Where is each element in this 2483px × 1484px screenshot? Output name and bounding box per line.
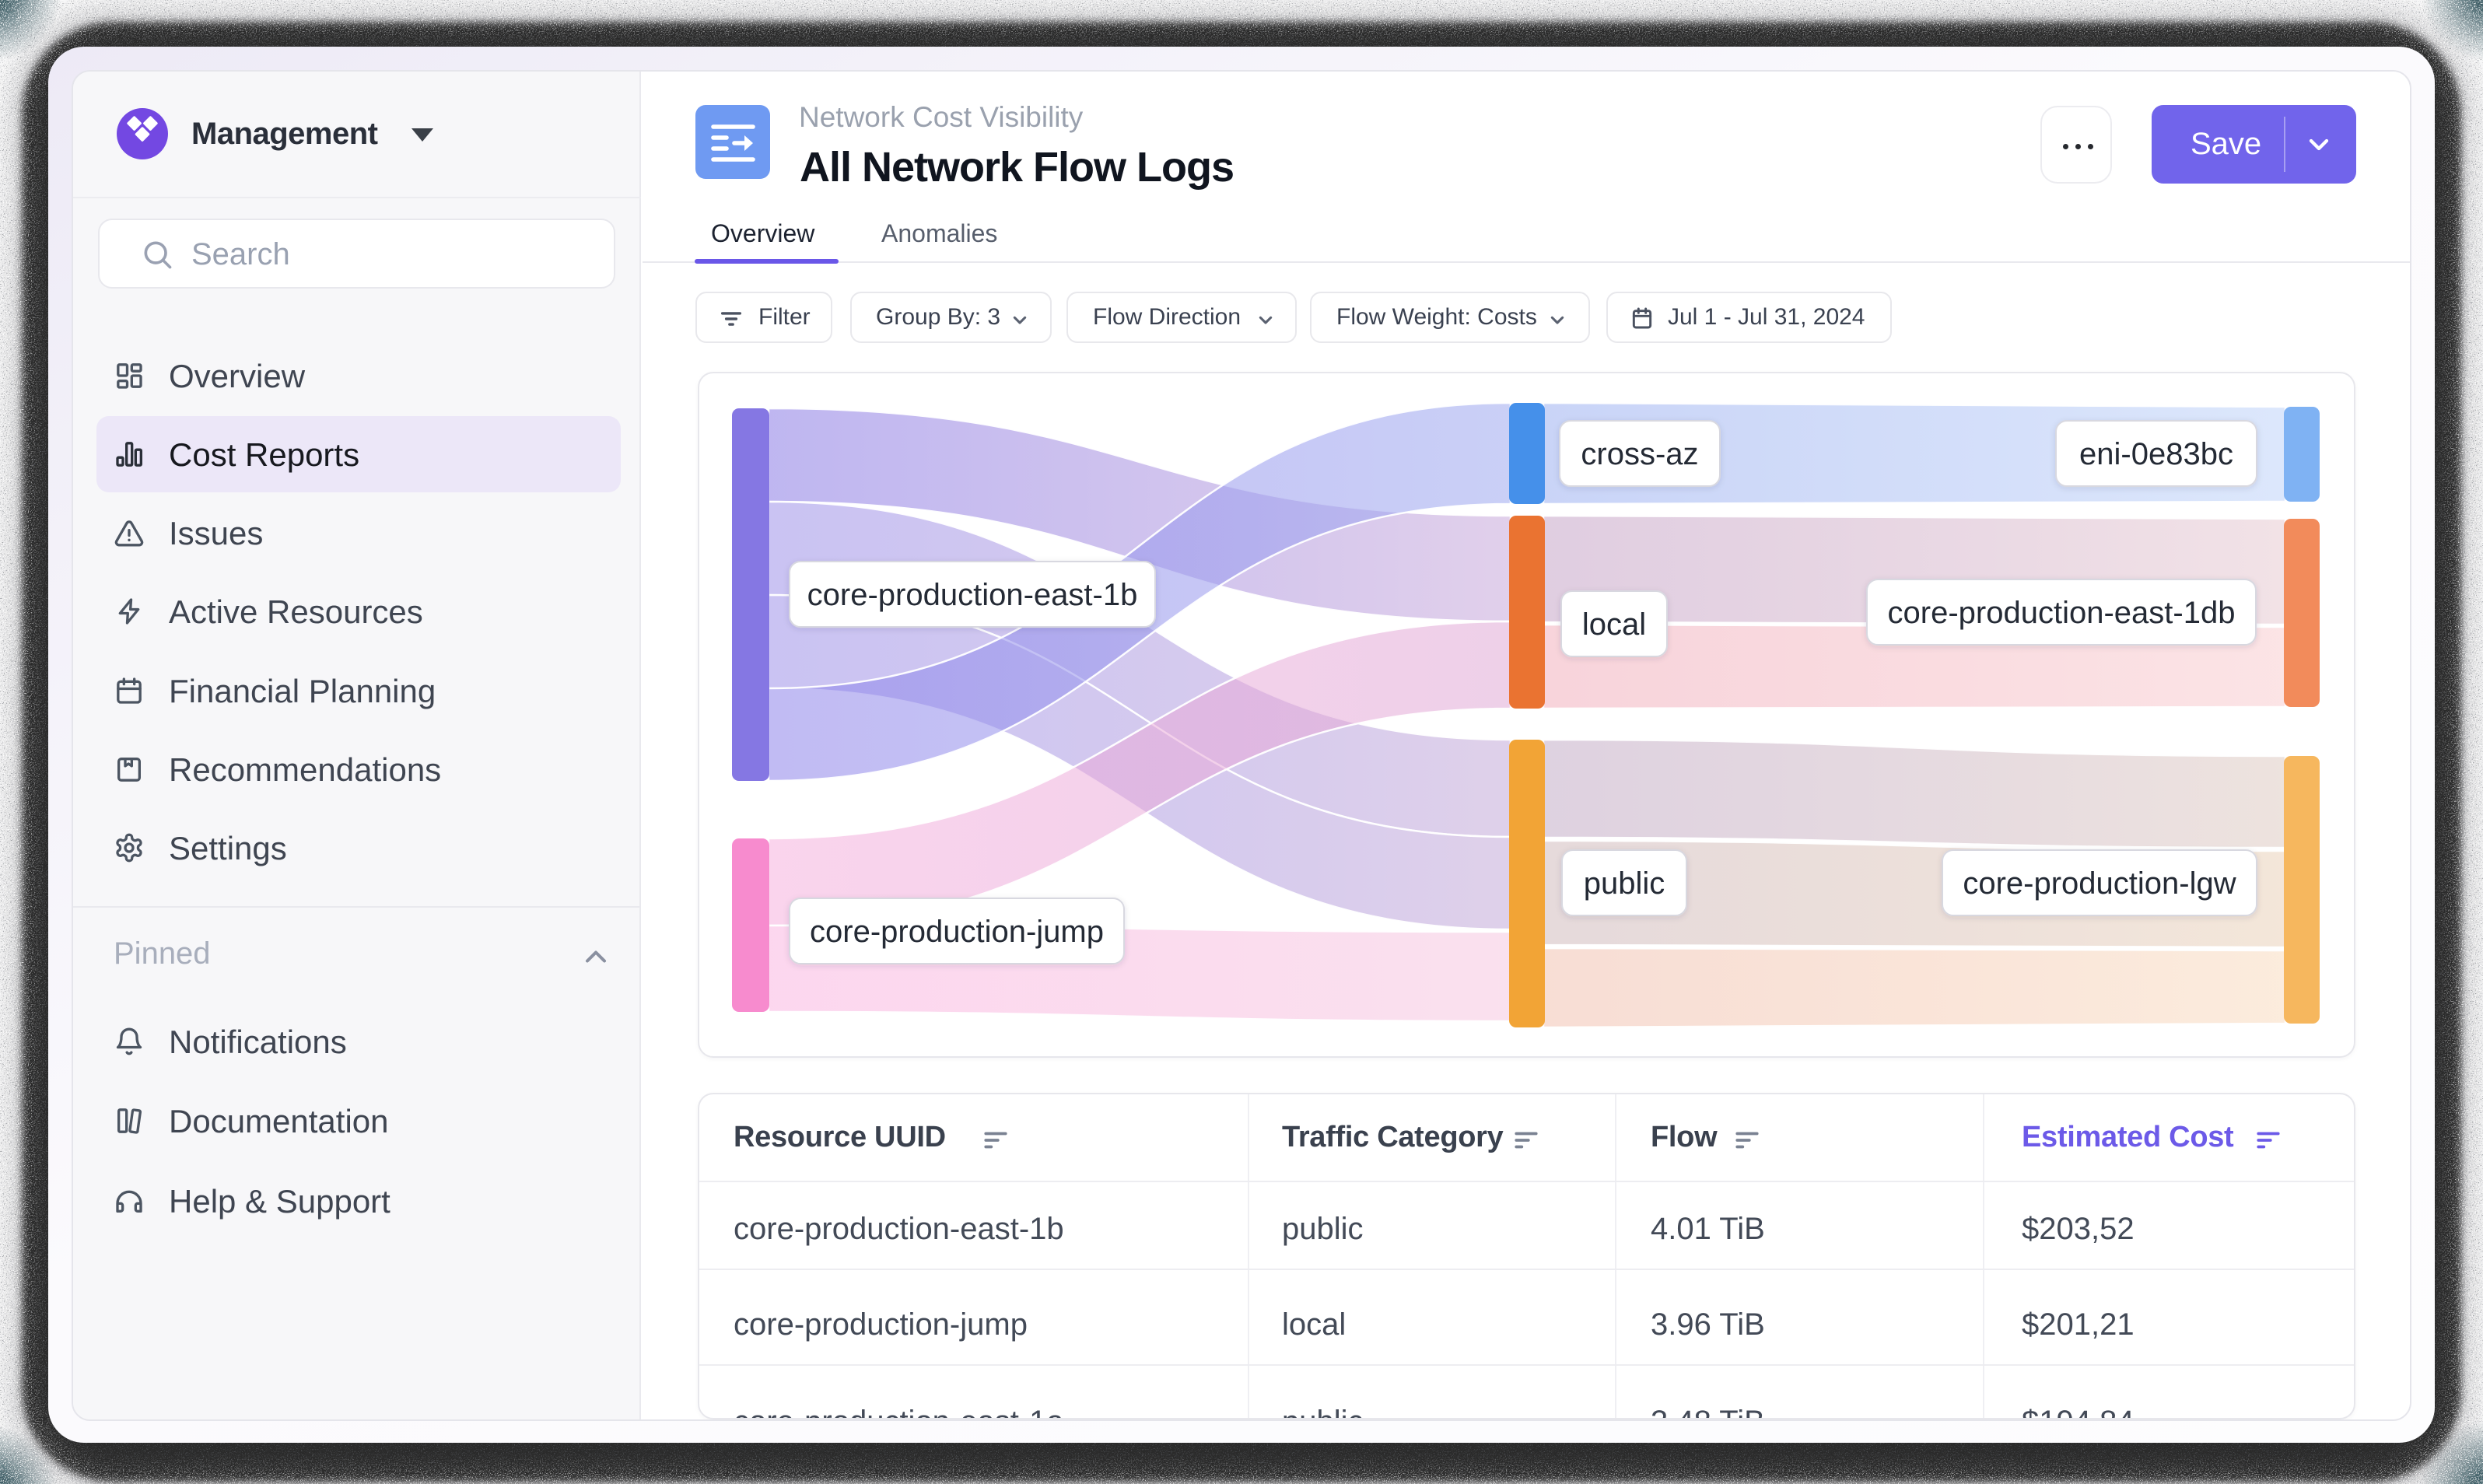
svg-text:public: public (1584, 866, 1665, 901)
svg-text:core-production-jump: core-production-jump (810, 915, 1104, 949)
svg-text:core-production-east-1b: core-production-east-1b (807, 578, 1138, 612)
svg-text:eni-0e83bc: eni-0e83bc (2079, 437, 2233, 471)
svg-text:core-production-lgw: core-production-lgw (1963, 866, 2236, 901)
svg-text:local: local (1582, 607, 1646, 642)
svg-text:cross-az: cross-az (1581, 437, 1698, 471)
svg-text:core-production-east-1db: core-production-east-1db (1888, 596, 2236, 630)
